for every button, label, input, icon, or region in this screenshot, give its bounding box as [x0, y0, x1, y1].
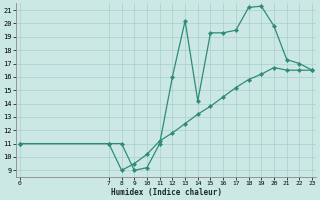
X-axis label: Humidex (Indice chaleur): Humidex (Indice chaleur) [110, 188, 221, 197]
